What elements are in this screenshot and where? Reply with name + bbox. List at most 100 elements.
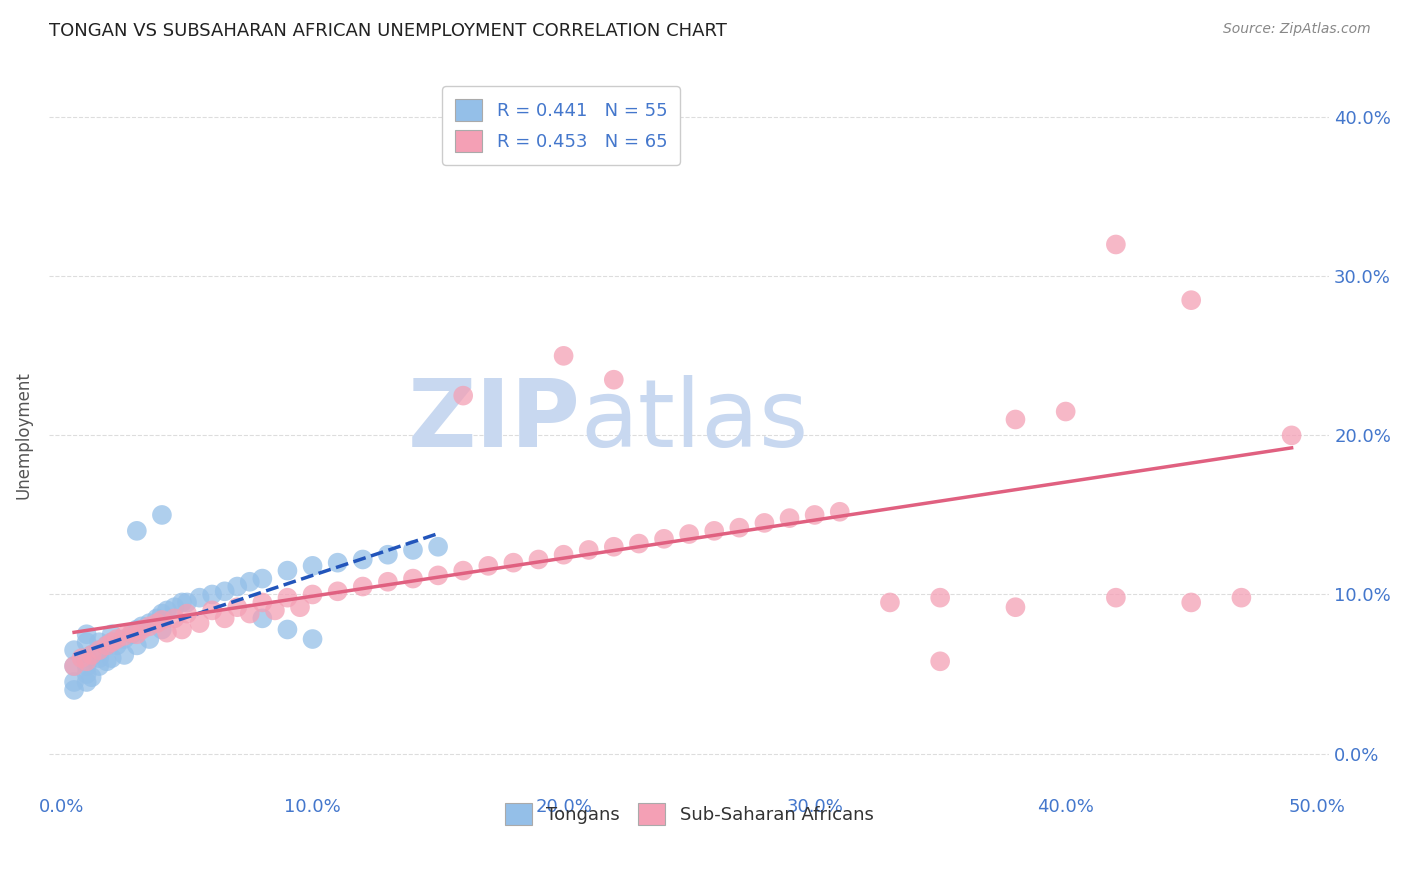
Point: [76, 635, 98, 649]
Text: atlas: atlas: [581, 375, 808, 467]
Point: [170, 595, 193, 609]
Point: [427, 568, 450, 582]
Point: [131, 623, 153, 637]
Point: [63, 659, 86, 673]
Point: [1180, 595, 1202, 609]
Point: [96, 654, 118, 668]
Point: [138, 616, 160, 631]
Point: [326, 556, 349, 570]
Point: [252, 595, 274, 609]
Text: Source: ZipAtlas.com: Source: ZipAtlas.com: [1223, 22, 1371, 37]
Point: [1054, 404, 1077, 418]
Point: [803, 508, 825, 522]
Point: [276, 591, 298, 605]
Point: [76, 659, 98, 673]
Point: [427, 540, 450, 554]
Point: [828, 505, 851, 519]
Point: [89, 651, 111, 665]
Point: [276, 623, 298, 637]
Point: [100, 635, 122, 649]
Point: [76, 651, 98, 665]
Point: [96, 639, 118, 653]
Point: [1004, 412, 1026, 426]
Point: [352, 580, 374, 594]
Point: [63, 643, 86, 657]
Point: [100, 651, 122, 665]
Point: [80, 648, 103, 662]
Point: [163, 600, 186, 615]
Point: [125, 639, 148, 653]
Point: [131, 619, 153, 633]
Point: [603, 373, 626, 387]
Point: [150, 607, 173, 621]
Point: [89, 659, 111, 673]
Point: [146, 611, 169, 625]
Y-axis label: Unemployment: Unemployment: [15, 371, 32, 500]
Point: [188, 616, 211, 631]
Point: [264, 603, 287, 617]
Point: [214, 584, 236, 599]
Point: [89, 635, 111, 649]
Point: [112, 648, 135, 662]
Point: [176, 595, 198, 609]
Point: [553, 349, 575, 363]
Point: [276, 564, 298, 578]
Point: [603, 540, 626, 554]
Point: [377, 574, 399, 589]
Point: [201, 587, 224, 601]
Point: [239, 607, 262, 621]
Point: [502, 556, 524, 570]
Point: [170, 623, 193, 637]
Point: [176, 607, 198, 621]
Point: [156, 625, 179, 640]
Point: [76, 654, 98, 668]
Point: [163, 611, 186, 625]
Point: [402, 572, 425, 586]
Point: [226, 580, 249, 594]
Point: [105, 632, 128, 646]
Point: [138, 632, 160, 646]
Point: [1105, 237, 1128, 252]
Point: [301, 558, 323, 573]
Point: [929, 591, 952, 605]
Point: [150, 623, 173, 637]
Point: [125, 627, 148, 641]
Point: [214, 611, 236, 625]
Point: [76, 675, 98, 690]
Point: [929, 654, 952, 668]
Point: [252, 611, 274, 625]
Point: [112, 629, 135, 643]
Point: [105, 639, 128, 653]
Point: [1281, 428, 1303, 442]
Text: ZIP: ZIP: [408, 375, 581, 467]
Point: [201, 603, 224, 617]
Point: [121, 627, 143, 641]
Point: [125, 623, 148, 637]
Point: [779, 511, 801, 525]
Point: [188, 591, 211, 605]
Point: [527, 552, 550, 566]
Point: [627, 536, 650, 550]
Point: [1180, 293, 1202, 308]
Point: [553, 548, 575, 562]
Point: [100, 635, 122, 649]
Point: [138, 619, 160, 633]
Point: [754, 516, 776, 530]
Point: [377, 548, 399, 562]
Point: [352, 552, 374, 566]
Point: [80, 648, 103, 662]
Point: [80, 670, 103, 684]
Point: [146, 616, 169, 631]
Point: [226, 600, 249, 615]
Point: [76, 627, 98, 641]
Point: [89, 643, 111, 657]
Point: [728, 521, 751, 535]
Point: [477, 558, 499, 573]
Point: [63, 682, 86, 697]
Point: [703, 524, 725, 538]
Point: [1004, 600, 1026, 615]
Point: [301, 632, 323, 646]
Legend: Tongans, Sub-Saharan Africans: Tongans, Sub-Saharan Africans: [496, 795, 883, 834]
Point: [63, 659, 86, 673]
Point: [326, 584, 349, 599]
